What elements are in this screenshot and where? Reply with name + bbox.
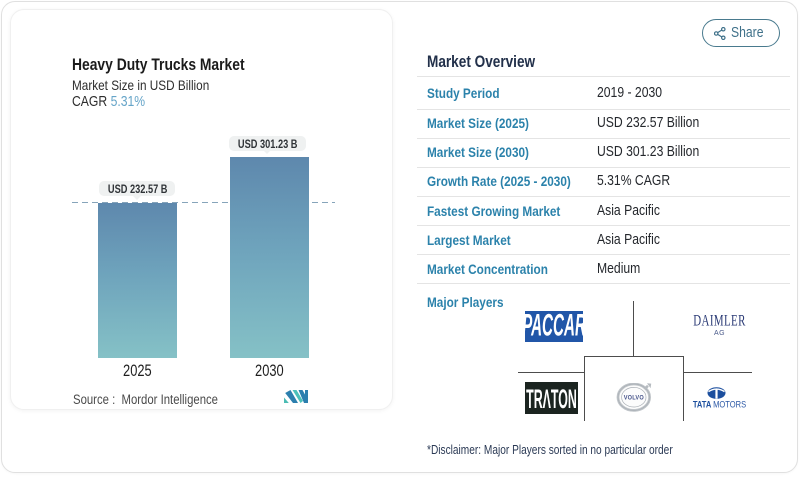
svg-text:VOLVO: VOLVO (624, 395, 644, 401)
svg-text:TRΛTON: TRΛTON (526, 385, 577, 414)
svg-text:PACCAR: PACCAR (525, 311, 583, 342)
svg-text:AG: AG (714, 330, 725, 337)
svg-text:TATA MOTORS: TATA MOTORS (693, 399, 747, 410)
svg-text:DAIMLER: DAIMLER (693, 312, 746, 329)
